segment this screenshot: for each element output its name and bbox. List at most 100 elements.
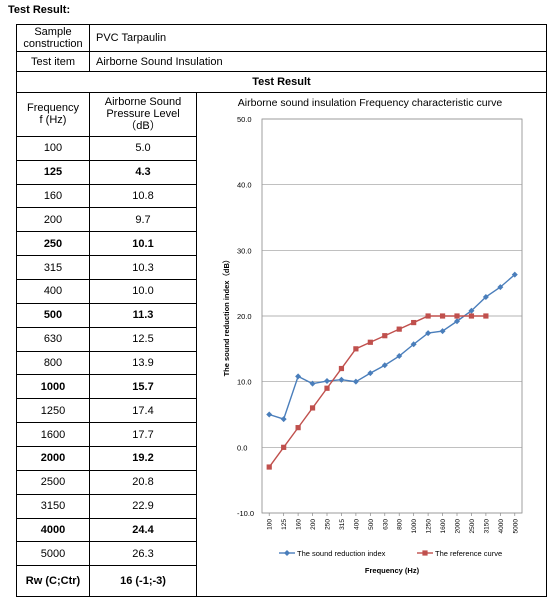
table-row: 250 10.1	[16, 231, 547, 257]
sample-label-line2: construction	[23, 38, 83, 50]
frequency-cell: 200	[16, 207, 90, 233]
frequency-cell: 800	[16, 350, 90, 376]
frequency-cell: 125	[16, 159, 90, 185]
data-point	[266, 411, 273, 418]
data-point	[483, 313, 489, 319]
data-point	[295, 373, 302, 380]
frequency-header-line2: f (Hz)	[39, 114, 67, 127]
result-table: Sample construction PVC Tarpaulin Test i…	[16, 24, 547, 597]
x-tick-label: 250	[325, 519, 332, 530]
table-row: 5000 26.3	[16, 541, 547, 567]
level-cell: 13.9	[89, 350, 197, 376]
frequency-cell: 4000	[16, 517, 90, 543]
data-point	[454, 318, 460, 325]
legend-label: The reference curve	[435, 549, 502, 558]
level-cell: 15.7	[89, 374, 197, 400]
legend-marker	[284, 550, 290, 556]
frequency-header-line1: Frequency	[27, 102, 79, 115]
x-tick-label: 500	[368, 519, 375, 530]
level-cell: 5.0	[89, 135, 197, 161]
frequency-cell: 250	[16, 231, 90, 257]
table-row: 4000 24.4	[16, 517, 547, 543]
table-row: 315 10.3	[16, 255, 547, 280]
table-row: 3150 22.9	[16, 493, 547, 519]
data-point	[396, 353, 403, 360]
series-line-2	[268, 315, 486, 468]
level-cell: 10.8	[89, 183, 197, 209]
data-point	[511, 271, 518, 278]
x-tick-label: 3150	[483, 519, 490, 534]
frequency-chart: Airborne sound insulation Frequency char…	[221, 97, 523, 575]
chart-title: Airborne sound insulation Frequency char…	[238, 97, 503, 109]
data-point	[439, 328, 446, 335]
data-point	[381, 362, 388, 369]
rw-row: Rw (C;Ctr) 16 (-1;-3)	[16, 565, 547, 597]
data-point	[411, 319, 417, 326]
y-tick-label: 10.0	[237, 378, 252, 387]
data-point	[295, 425, 301, 431]
x-tick-label: 2000	[455, 519, 462, 534]
data-point	[266, 464, 272, 470]
level-cell: 11.3	[89, 302, 197, 328]
rw-label: Rw (C;Ctr)	[16, 565, 90, 597]
data-point	[352, 378, 359, 385]
table-row: 160 10.8	[16, 183, 547, 209]
data-point	[497, 284, 504, 291]
data-point	[309, 405, 316, 411]
y-axis-label: The sound reduction index（dB）	[221, 256, 231, 377]
table-row: 1000 15.7	[16, 374, 547, 400]
x-tick-label: 1000	[411, 519, 418, 534]
frequency-cell: 2500	[16, 469, 90, 495]
frequency-cell: 630	[16, 326, 90, 352]
y-tick-label: -10.0	[237, 509, 254, 518]
x-tick-label: 200	[310, 519, 317, 530]
sample-construction-label: Sample construction	[16, 24, 90, 52]
frequency-cell: 1600	[16, 422, 90, 447]
data-point	[382, 333, 388, 339]
data-point	[338, 365, 345, 372]
data-point	[396, 326, 402, 332]
series-line-1	[269, 274, 516, 420]
frequency-cell: 5000	[16, 541, 90, 567]
table-row: 100 5.0	[16, 135, 547, 161]
sample-label-line1: Sample	[34, 26, 72, 38]
table-row: 500 11.3	[16, 302, 547, 328]
level-cell: 26.3	[89, 541, 197, 567]
x-tick-label: 125	[281, 519, 288, 530]
data-point	[468, 313, 475, 319]
data-point	[425, 313, 431, 319]
data-point	[309, 380, 316, 387]
data-point	[482, 293, 489, 300]
data-point	[468, 307, 475, 314]
data-point	[439, 313, 446, 319]
level-cell: 10.3	[89, 255, 197, 280]
data-point	[425, 330, 432, 337]
level-header-line3: （dB）	[125, 120, 161, 133]
data-point	[353, 346, 359, 352]
x-axis-label: Frequency (Hz)	[365, 566, 420, 575]
frequency-cell: 400	[16, 278, 90, 304]
level-cell: 10.1	[89, 231, 197, 257]
x-tick-label: 315	[339, 519, 346, 530]
x-tick-label: 160	[296, 519, 303, 530]
sample-construction-value: PVC Tarpaulin	[89, 24, 547, 52]
table-row: 1600 17.7	[16, 422, 547, 447]
data-point	[367, 339, 373, 345]
table-row: 2500 20.8	[16, 469, 547, 495]
section-title: Test Result	[16, 71, 547, 93]
x-tick-label: 4000	[498, 519, 505, 534]
x-tick-label: 2500	[469, 519, 476, 534]
test-result-heading: Test Result:	[8, 4, 71, 16]
level-header-line2: Pressure Level	[106, 108, 180, 121]
data-point	[338, 376, 345, 383]
x-tick-label: 5000	[512, 519, 519, 534]
y-tick-label: 40.0	[237, 181, 252, 190]
x-tick-label: 630	[382, 519, 389, 530]
level-cell: 12.5	[89, 326, 197, 352]
level-header-line1: Airborne Sound	[104, 96, 182, 109]
x-tick-label: 400	[353, 519, 360, 530]
frequency-cell: 100	[16, 135, 90, 161]
level-cell: 20.8	[89, 469, 197, 495]
frequency-cell: 500	[16, 302, 90, 328]
y-tick-label: 20.0	[237, 312, 252, 321]
